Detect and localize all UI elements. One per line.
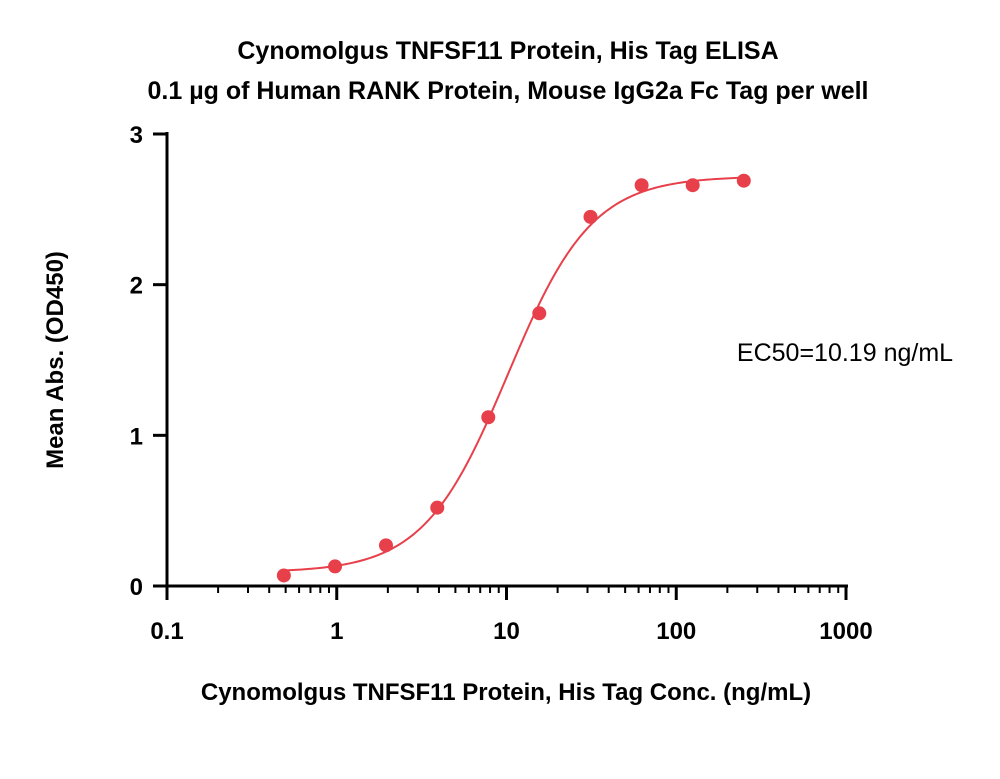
axes: 0.1 1 10 100 1000 0 1 2 3 <box>130 122 873 645</box>
data-points-layer <box>276 173 751 583</box>
y-tick-label: 1 <box>130 423 143 450</box>
data-point <box>430 500 445 515</box>
data-point <box>276 568 291 583</box>
data-point <box>736 173 751 188</box>
data-point <box>328 559 343 574</box>
chart-title: Cynomolgus TNFSF11 Protein, His Tag ELIS… <box>237 37 778 65</box>
data-point <box>634 178 649 193</box>
data-point <box>532 306 547 321</box>
y-tick-label: 3 <box>130 122 143 149</box>
data-point <box>378 538 393 553</box>
ec50-annotation: EC50=10.19 ng/mL <box>737 339 953 367</box>
y-tick-label: 2 <box>130 273 143 300</box>
x-tick-label: 1 <box>330 618 343 645</box>
x-tick-label: 100 <box>656 618 696 645</box>
x-tick-label: 0.1 <box>150 618 183 645</box>
data-point <box>583 209 598 224</box>
x-tick-label: 1000 <box>819 618 872 645</box>
data-point <box>481 410 496 425</box>
fit-curve-layer <box>283 176 744 572</box>
fit-curve <box>283 176 744 572</box>
y-axis-label: Mean Abs. (OD450) <box>42 251 69 469</box>
data-point <box>685 178 700 193</box>
x-tick-label: 10 <box>493 618 520 645</box>
x-axis-label: Cynomolgus TNFSF11 Protein, His Tag Conc… <box>201 679 811 706</box>
y-tick-label: 0 <box>130 574 143 601</box>
chart-subtitle: 0.1 µg of Human RANK Protein, Mouse IgG2… <box>148 77 869 105</box>
